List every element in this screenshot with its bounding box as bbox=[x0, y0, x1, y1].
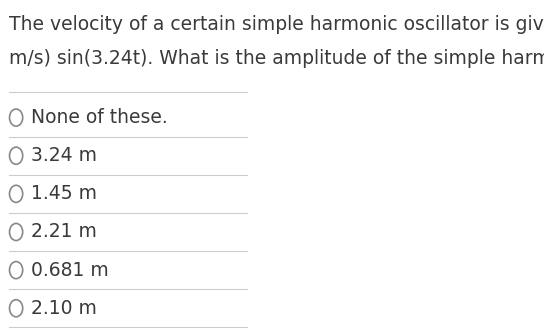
Text: 1.45 m: 1.45 m bbox=[30, 184, 96, 203]
Text: 2.21 m: 2.21 m bbox=[30, 222, 96, 241]
Text: The velocity of a certain simple harmonic oscillator is given by v = −(7.15: The velocity of a certain simple harmoni… bbox=[9, 15, 544, 34]
Text: 2.10 m: 2.10 m bbox=[30, 299, 96, 318]
Text: m/s) sin(3.24t). What is the amplitude of the simple harmonic motion?: m/s) sin(3.24t). What is the amplitude o… bbox=[9, 49, 544, 68]
Text: 0.681 m: 0.681 m bbox=[30, 261, 108, 280]
Text: 3.24 m: 3.24 m bbox=[30, 146, 96, 165]
Text: None of these.: None of these. bbox=[30, 108, 168, 127]
